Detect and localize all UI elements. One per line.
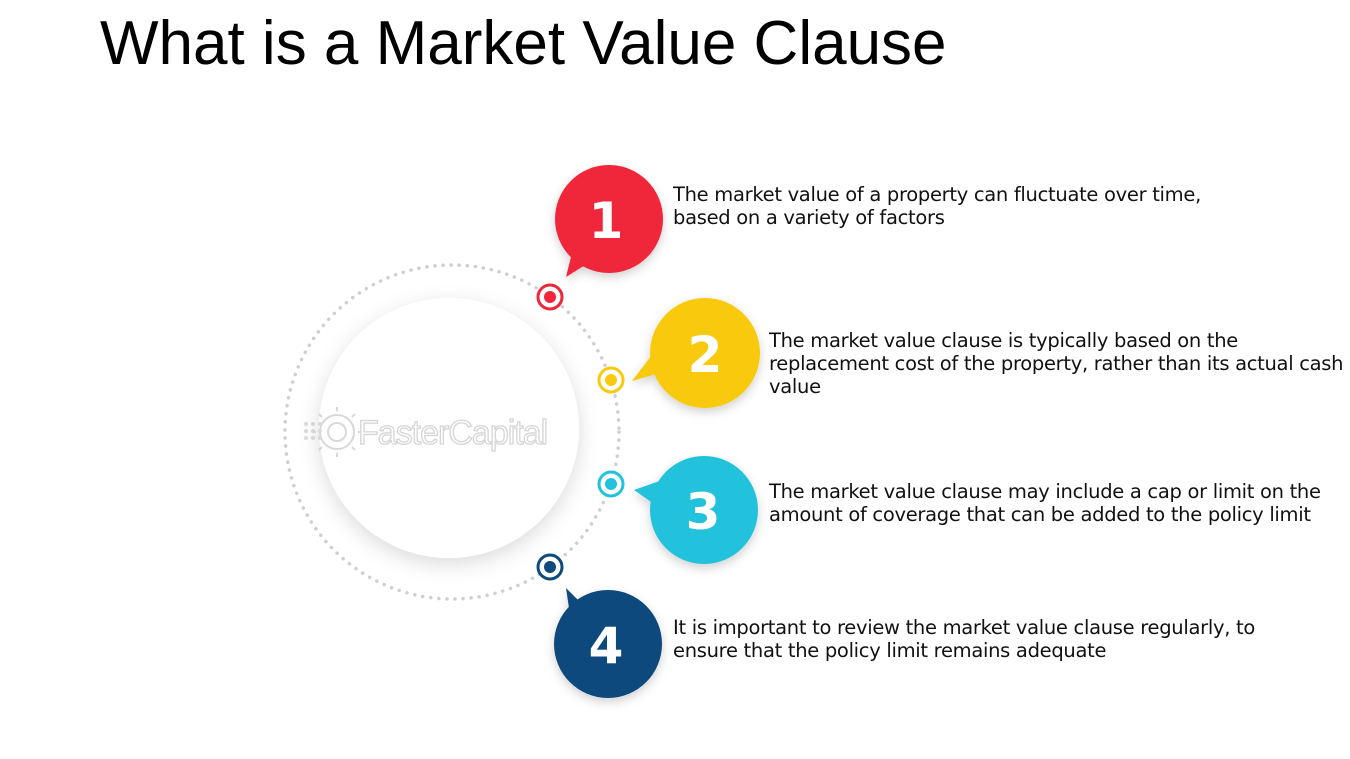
marker-2	[599, 368, 623, 392]
step-text-1-line-2: based on a variety of factors	[673, 206, 1201, 229]
step-bubble-3: 3	[634, 456, 758, 564]
marker-1	[538, 285, 562, 309]
step-text-3-line-2: amount of coverage that can be added to …	[769, 503, 1321, 526]
step-bubble-1: 1	[555, 165, 663, 277]
step-text-2-line-3: value	[769, 375, 1343, 398]
step-text-4: It is important to review the market val…	[673, 616, 1255, 662]
step-text-2: The market value clause is typically bas…	[769, 329, 1343, 398]
marker-4	[538, 555, 562, 579]
step-text-1: The market value of a property can fluct…	[673, 183, 1201, 229]
step-text-3-line-1: The market value clause may include a ca…	[769, 480, 1321, 503]
step-text-4-line-2: ensure that the policy limit remains ade…	[673, 639, 1255, 662]
step-text-2-line-1: The market value clause is typically bas…	[769, 329, 1343, 352]
watermark-text: FasterCapital	[358, 414, 547, 452]
step-bubble-4: 4	[554, 588, 662, 698]
step-text-4-line-1: It is important to review the market val…	[673, 616, 1255, 639]
step-number-3: 3	[686, 483, 721, 541]
step-text-2-line-2: replacement cost of the property, rather…	[769, 352, 1343, 375]
step-text-1-line-1: The market value of a property can fluct…	[673, 183, 1201, 206]
step-text-3: The market value clause may include a ca…	[769, 480, 1321, 526]
step-number-1: 1	[589, 192, 624, 250]
step-number-2: 2	[688, 326, 723, 384]
step-number-4: 4	[589, 617, 624, 675]
step-bubble-2: 2	[632, 298, 760, 408]
marker-3	[599, 472, 623, 496]
